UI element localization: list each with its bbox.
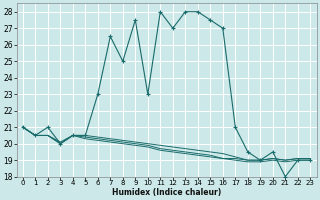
X-axis label: Humidex (Indice chaleur): Humidex (Indice chaleur) xyxy=(112,188,221,197)
